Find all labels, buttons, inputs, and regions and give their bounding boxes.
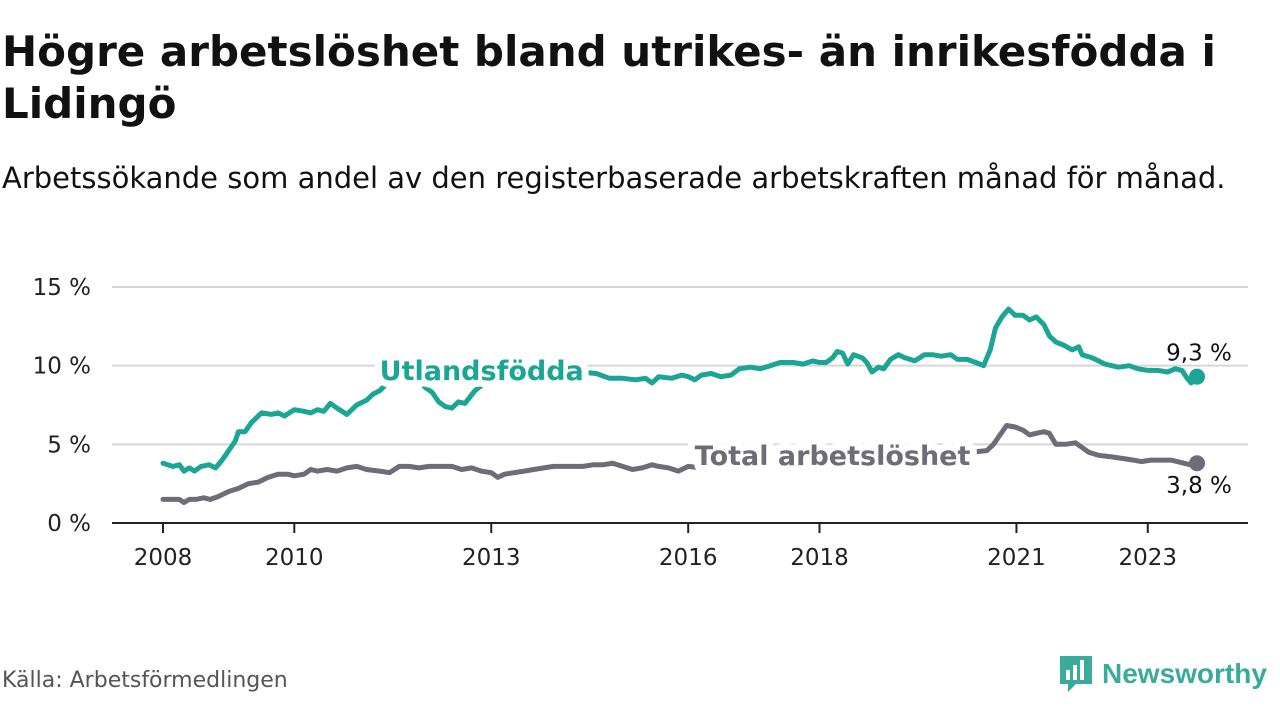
x-tick-label: 2018 [790,545,849,571]
end-value-label-total: 3,8 % [1166,473,1232,499]
source-note: Källa: Arbetsförmedlingen [2,668,288,693]
chart-title: Högre arbetslöshet bland utrikes- än inr… [2,27,1216,128]
newsworthy-logo-icon [1060,656,1092,692]
y-tick-label: 15 % [33,275,91,301]
x-tick-label: 2013 [462,545,521,571]
end-value-label-utlandsfodda: 9,3 % [1166,341,1232,367]
series-label-halo: Total arbetslöshet [695,441,971,472]
x-axis: 2008 2010 2013 2016 2018 2021 2023 [134,523,1177,571]
brand-logo: Newsworthy [1058,654,1267,694]
series-label-total: Total arbetslöshet [695,441,971,472]
series-line-utlandsfodda [160,306,1200,474]
series-line-total [160,423,1200,505]
y-axis: 0 % 5 % 10 % 15 % [33,275,91,537]
y-tick-label: 5 % [47,432,91,458]
x-tick-label: 2008 [134,545,193,571]
y-tick-label: 10 % [33,354,91,380]
end-point-utlandsfodda [1189,368,1205,385]
x-tick-label: 2023 [1118,545,1177,571]
x-tick-label: 2016 [659,545,718,571]
series-labels: 3,8 %9,3 %UtlandsföddaUtlandsföddaTotal … [373,341,1232,500]
series-label-utlandsfodda: Utlandsfödda [380,356,584,387]
gridlines [112,286,1248,446]
x-tick-label: 2021 [987,545,1046,571]
x-tick-label: 2010 [265,545,324,571]
brand-name: Newsworthy [1102,658,1267,689]
series-lines [160,306,1205,505]
series-label-halo: Utlandsfödda [380,356,584,387]
y-tick-label: 0 % [47,511,91,537]
chart-subtitle: Arbetssökande som andel av den registerb… [2,161,1226,195]
end-point-total [1189,455,1205,472]
